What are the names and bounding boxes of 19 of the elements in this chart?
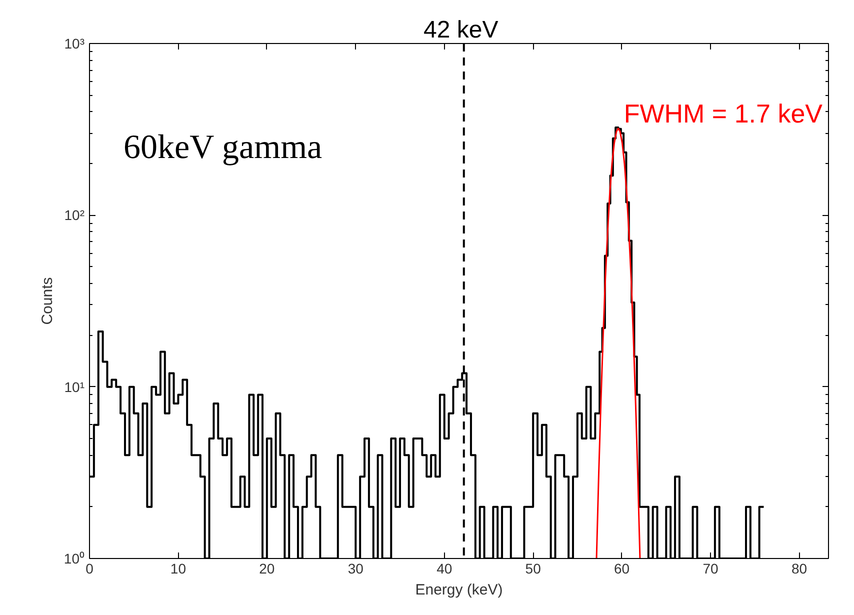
line-series: [596, 128, 641, 558]
x-tick-label: 60: [614, 560, 630, 576]
x-tick-label: 80: [791, 560, 808, 576]
x-tick-label: 50: [525, 560, 542, 576]
x-tick-label: 40: [436, 560, 452, 576]
y-axis-title: Counts: [38, 277, 56, 325]
annotation: 60keV gamma: [124, 129, 322, 166]
x-tick-label: 30: [348, 560, 364, 576]
y-tick-label: 10³: [64, 36, 85, 52]
x-tick-label: 10: [170, 560, 186, 576]
y-tick-label: 10²: [64, 207, 85, 224]
x-tick-label: 0: [86, 560, 94, 576]
annotation: FWHM = 1.7 keV: [624, 98, 824, 128]
ref-line-label: 42 keV: [424, 16, 498, 44]
x-tick-label: 70: [702, 560, 719, 576]
y-tick-label: 10¹: [64, 378, 85, 395]
y-tick-label: 10⁰: [64, 550, 85, 566]
x-axis-title: Energy (keV): [415, 582, 503, 598]
x-tick-label: 20: [259, 560, 275, 576]
